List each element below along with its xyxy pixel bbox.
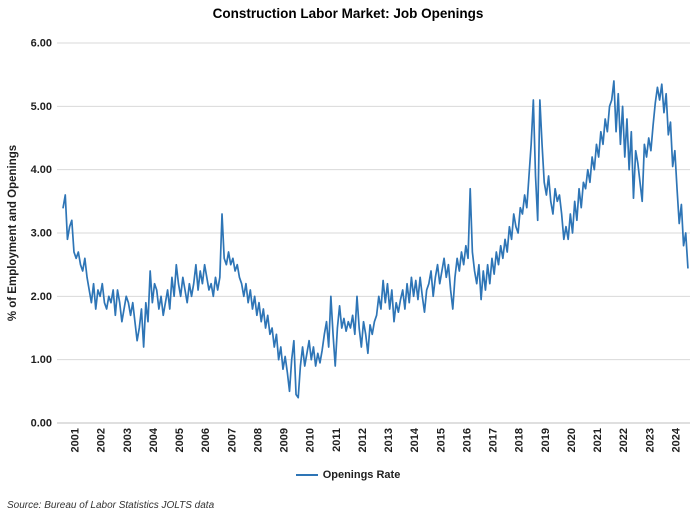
y-tick-label: 5.00	[31, 101, 52, 113]
y-tick-label: 2.00	[31, 291, 52, 303]
openings-rate-line	[62, 80, 689, 399]
x-tick-label: 2020	[566, 428, 578, 452]
x-tick-label: 2011	[331, 428, 343, 452]
y-axis-tick-labels: 0.00 1.00 2.00 3.00 4.00 5.00 6.00	[31, 38, 52, 430]
legend-series-label: Openings Rate	[322, 469, 401, 481]
x-tick-label: 2001	[70, 428, 82, 452]
x-tick-label: 2002	[96, 428, 108, 452]
y-tick-label: 1.00	[31, 354, 52, 366]
x-tick-label: 2008	[252, 428, 264, 452]
source-note: Source: Bureau of Labor Statistics JOLTS…	[7, 500, 215, 511]
x-tick-label: 2014	[409, 427, 421, 452]
x-tick-label: 2024	[670, 427, 682, 452]
chart-title: Construction Labor Market: Job Openings	[212, 6, 484, 21]
y-tick-label: 3.00	[31, 228, 52, 240]
x-axis-tick-labels: 2001 2002 2003 2004 2005 2006 2007 2008 2009 2010…	[70, 427, 683, 452]
y-tick-label: 0.00	[31, 418, 52, 430]
x-tick-label: 2009	[279, 428, 291, 452]
x-tick-label: 2023	[644, 428, 656, 452]
y-axis-title: % of Employment and Openings	[7, 145, 19, 321]
x-tick-label: 2015	[435, 428, 447, 452]
y-tick-label: 4.00	[31, 164, 52, 176]
y-tick-label: 6.00	[31, 38, 52, 50]
x-tick-label: 2021	[592, 428, 604, 452]
x-tick-label: 2019	[540, 428, 552, 452]
x-tick-label: 2012	[357, 428, 369, 452]
x-tick-label: 2013	[383, 428, 395, 452]
gridline-layer	[57, 42, 690, 424]
x-tick-label: 2003	[122, 428, 134, 452]
series-layer	[62, 80, 689, 399]
x-tick-label: 2005	[174, 428, 186, 452]
legend-line-swatch	[295, 473, 318, 477]
x-tick-label: 2007	[226, 428, 238, 452]
x-tick-label: 2022	[618, 428, 630, 452]
legend: Openings Rate	[0, 469, 696, 481]
x-tick-label: 2018	[514, 428, 526, 452]
x-tick-label: 2006	[200, 428, 212, 452]
x-tick-label: 2004	[148, 427, 160, 452]
x-tick-label: 2017	[488, 428, 500, 452]
x-tick-label: 2010	[305, 428, 317, 452]
x-tick-label: 2016	[461, 428, 473, 452]
